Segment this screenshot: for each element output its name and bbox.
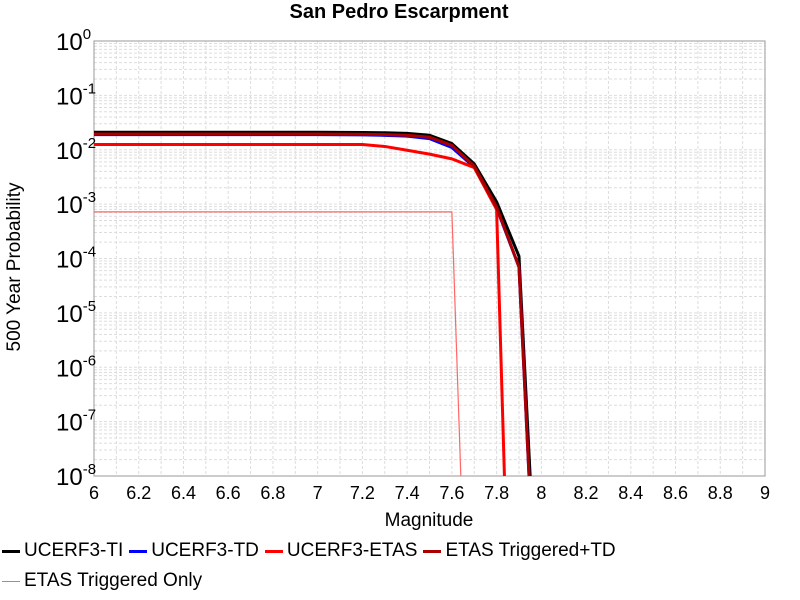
legend-swatch xyxy=(2,580,20,582)
x-tick-label: 6.6 xyxy=(216,483,241,503)
y-tick-label: 10-1 xyxy=(56,80,96,110)
series-line-ucerf3-ti xyxy=(94,130,532,477)
x-tick-label: 7.2 xyxy=(350,483,375,503)
legend-label: UCERF3-ETAS xyxy=(286,540,418,561)
series-layer xyxy=(94,130,532,477)
x-tick-label: 7.8 xyxy=(484,483,509,503)
plot-area xyxy=(93,40,766,477)
x-tick-label: 8 xyxy=(536,483,546,503)
x-tick-label: 7 xyxy=(313,483,323,503)
legend-swatch xyxy=(423,549,442,553)
y-tick-label: 10-7 xyxy=(56,407,96,437)
legend-item: UCERF3-ETAS xyxy=(263,540,418,562)
chart-legend: UCERF3-TI UCERF3-TD UCERF3-ETAS ETAS Trigge… xyxy=(0,536,800,596)
x-tick-label: 8.2 xyxy=(574,483,599,503)
series-line-etas-triggered-only xyxy=(94,211,462,477)
legend-label: UCERF3-TI xyxy=(24,540,124,561)
y-tick-label: 10-3 xyxy=(56,189,96,219)
x-tick-label: 8.6 xyxy=(663,483,688,503)
y-tick-label: 10-4 xyxy=(56,244,96,274)
series-line-etas-triggered-td xyxy=(94,132,531,477)
y-tick-label: 100 xyxy=(56,26,91,56)
x-axis-label: Magnitude xyxy=(385,510,474,531)
legend-item: ETAS Triggered+TD xyxy=(421,540,616,562)
y-tick-label: 10-5 xyxy=(56,298,96,328)
legend-swatch xyxy=(2,549,20,553)
y-tick-label: 10-8 xyxy=(56,461,96,491)
x-tick-label: 7.4 xyxy=(395,483,420,503)
y-axis-label: 500 Year Probability xyxy=(4,182,25,352)
legend-item: ETAS Triggered Only xyxy=(0,570,202,592)
legend-item: UCERF3-TI xyxy=(0,540,123,562)
legend-label: ETAS Triggered+TD xyxy=(445,540,616,561)
grid-lines xyxy=(93,41,766,477)
x-tick-label: 9 xyxy=(760,483,770,503)
x-tick-label: 8.8 xyxy=(708,483,733,503)
x-tick-labels: 6 6.2 6.4 6.6 6.8 7 7.2 7.4 7.6 7.8 8 8.2 8.4 8.6 8.8 9 xyxy=(89,483,770,503)
x-tick-label: 6.4 xyxy=(171,483,196,503)
legend-label: ETAS Triggered Only xyxy=(24,570,203,591)
y-tick-label: 10-2 xyxy=(56,135,96,165)
legend-swatch xyxy=(264,549,283,553)
y-tick-label: 10-6 xyxy=(56,352,96,382)
x-tick-label: 6 xyxy=(89,483,99,503)
y-tick-labels: 100 10-1 10-2 10-3 10-4 10-5 10-6 10-7 10-8 xyxy=(56,26,96,491)
legend-swatch xyxy=(129,549,148,553)
x-tick-label: 7.6 xyxy=(439,483,464,503)
legend-label: UCERF3-TD xyxy=(151,540,259,561)
x-tick-label: 8.4 xyxy=(618,483,643,503)
legend-row: UCERF3-TI UCERF3-TD UCERF3-ETAS ETAS Trigge… xyxy=(0,536,800,566)
x-tick-label: 6.2 xyxy=(126,483,151,503)
x-tick-label: 6.8 xyxy=(260,483,285,503)
chart-title: San Pedro Escarpment xyxy=(290,1,509,23)
legend-row: ETAS Triggered Only xyxy=(0,566,800,596)
legend-item: UCERF3-TD xyxy=(127,540,259,562)
